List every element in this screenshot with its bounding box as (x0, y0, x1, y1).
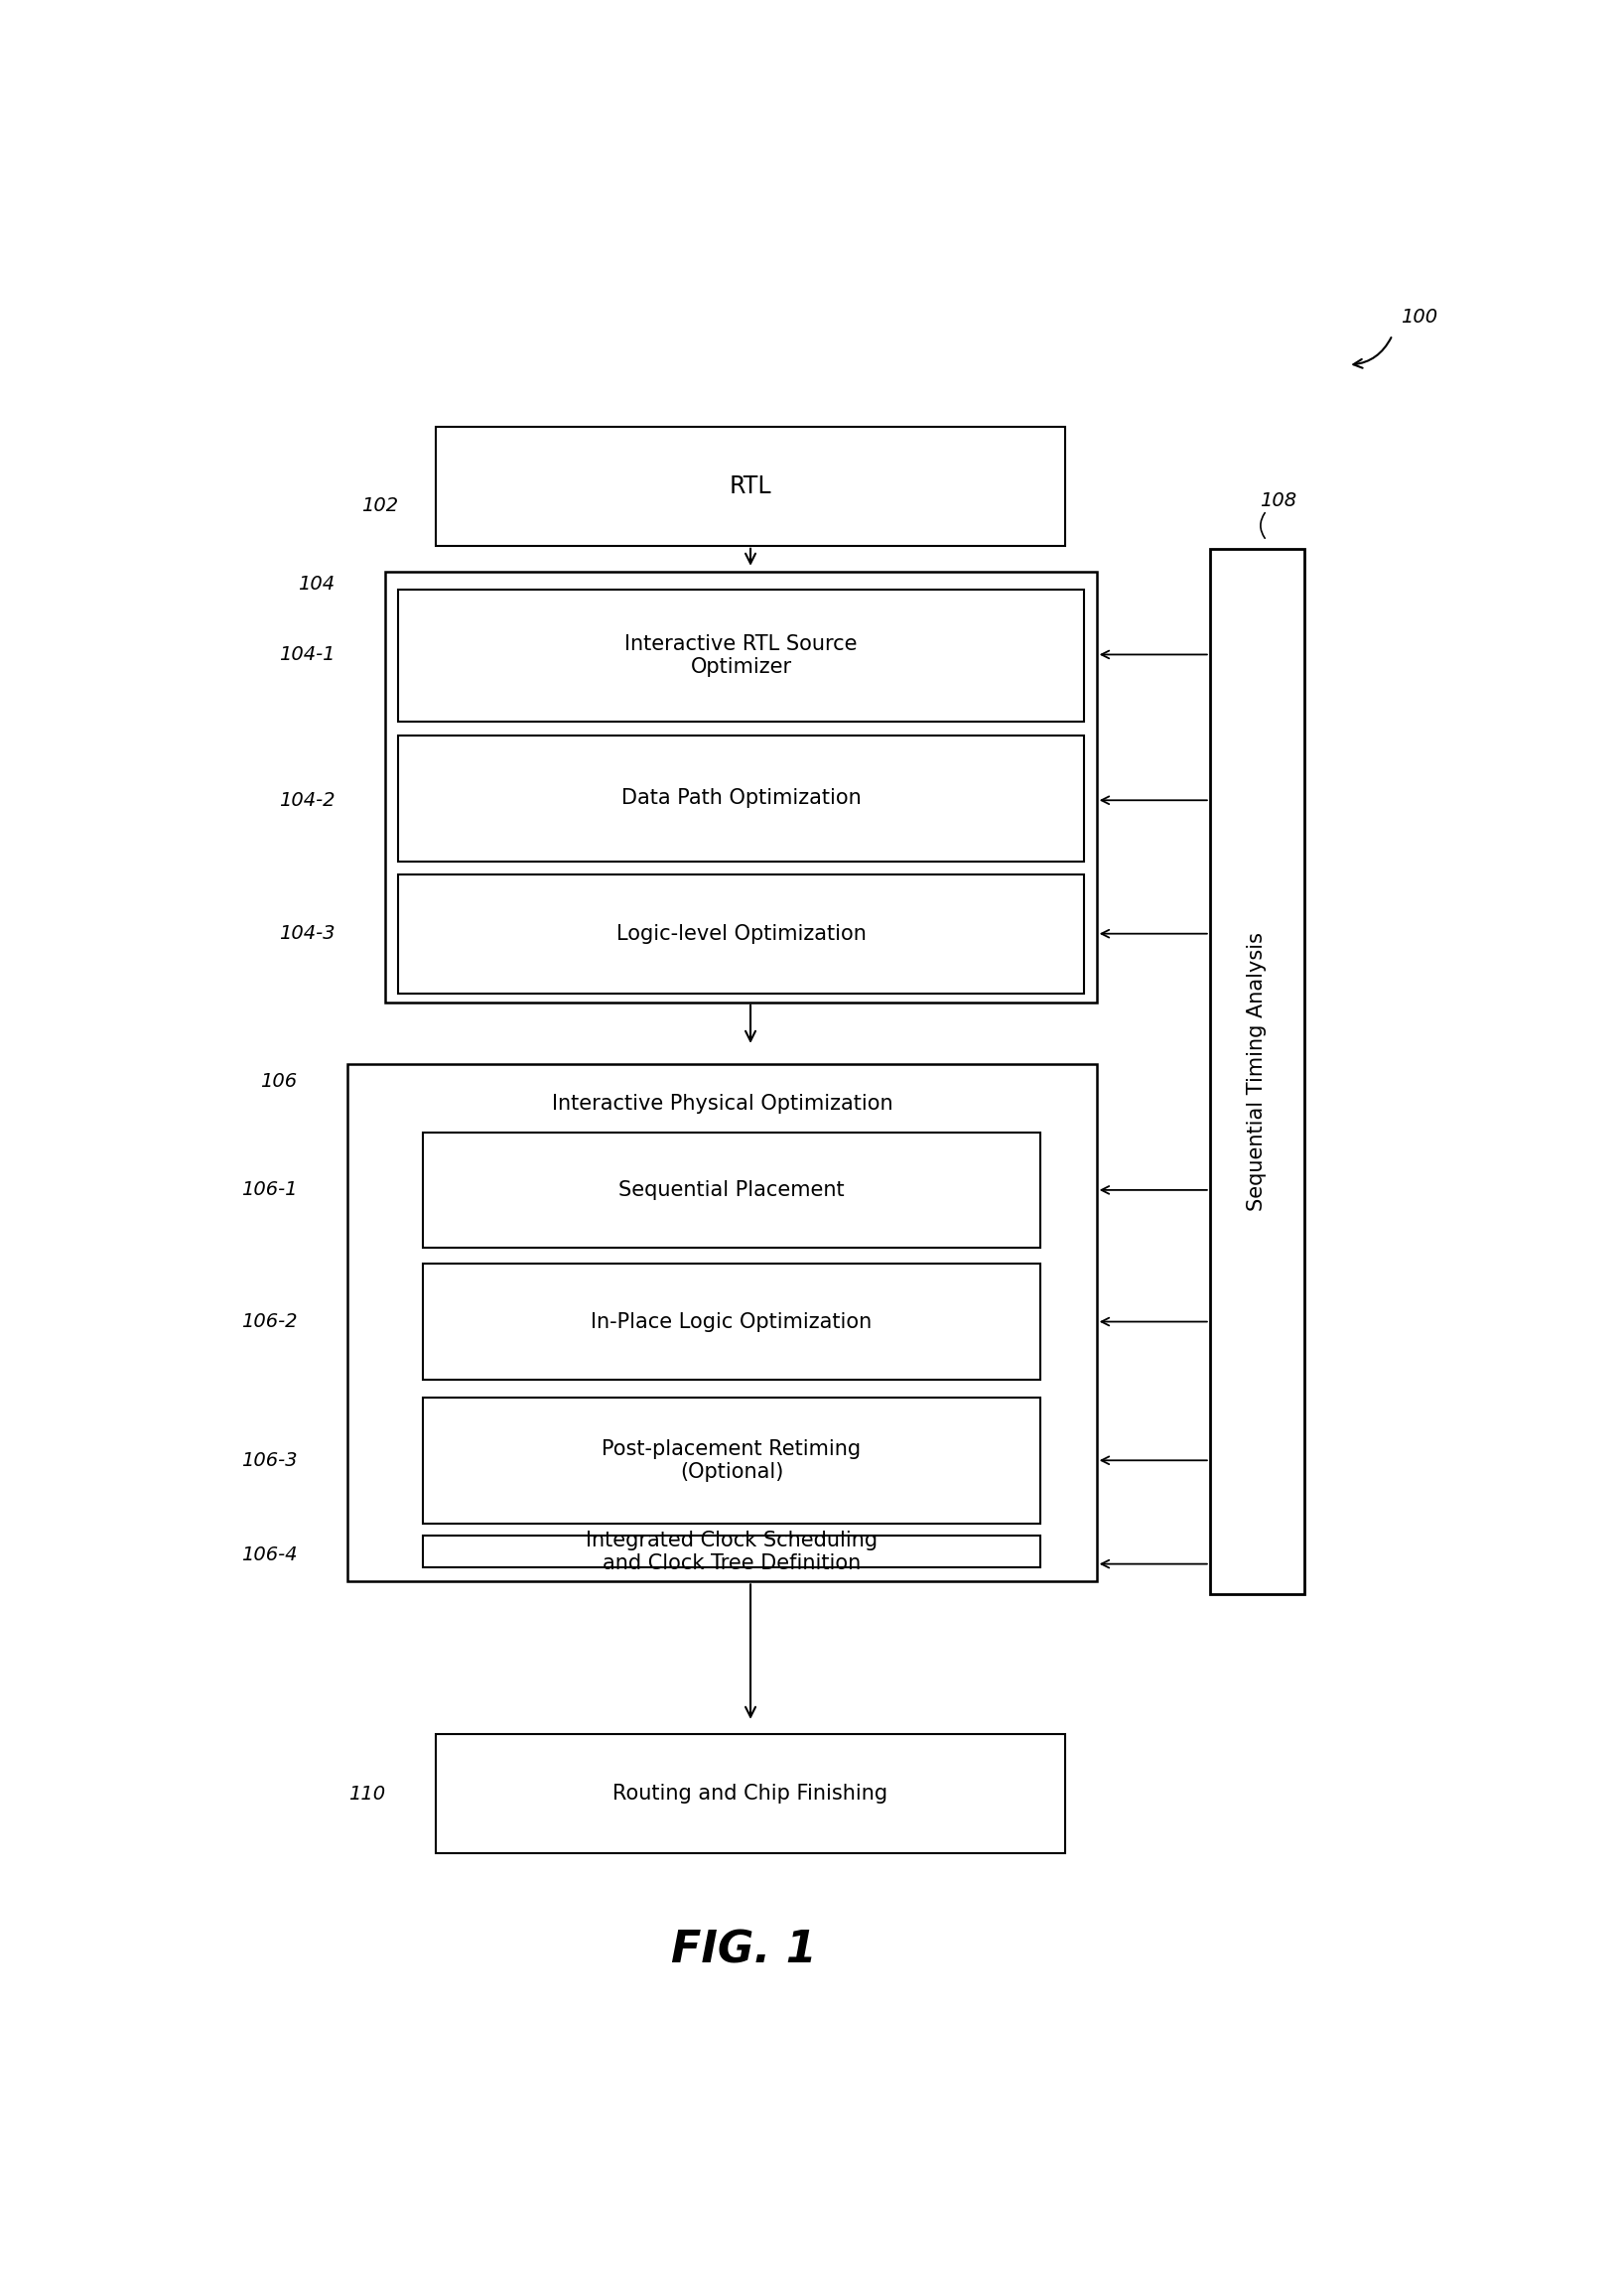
Text: Interactive RTL Source
Optimizer: Interactive RTL Source Optimizer (625, 634, 857, 677)
Bar (385, 572, 1096, 1003)
Text: 100: 100 (1402, 308, 1437, 326)
Text: Routing and Chip Finishing: Routing and Chip Finishing (612, 1783, 888, 1803)
Bar (348, 1062, 1096, 1582)
Bar (398, 736, 1085, 862)
Text: Logic-level Optimization: Logic-level Optimization (615, 923, 866, 944)
Bar (435, 1735, 1065, 1854)
Text: Integrated Clock Scheduling
and Clock Tree Definition: Integrated Clock Scheduling and Clock Tr… (586, 1530, 877, 1573)
Bar (424, 1398, 1039, 1523)
Text: Post-placement Retiming
(Optional): Post-placement Retiming (Optional) (603, 1439, 861, 1482)
Text: 102: 102 (361, 497, 398, 515)
Text: 106-3: 106-3 (242, 1450, 297, 1471)
Text: RTL: RTL (729, 474, 771, 497)
Bar (1210, 549, 1304, 1594)
Text: 104-1: 104-1 (279, 645, 335, 663)
Text: 104-3: 104-3 (279, 923, 335, 944)
Text: 108: 108 (1260, 492, 1298, 511)
Bar (435, 426, 1065, 545)
Text: FIG. 1: FIG. 1 (671, 1929, 817, 1972)
Text: Interactive Physical Optimization: Interactive Physical Optimization (552, 1094, 893, 1115)
Text: Sequential Timing Analysis: Sequential Timing Analysis (1247, 933, 1267, 1211)
Bar (424, 1133, 1039, 1247)
Bar (398, 591, 1085, 720)
Text: Data Path Optimization: Data Path Optimization (620, 789, 861, 809)
Text: 104: 104 (299, 575, 335, 593)
Text: 106: 106 (260, 1072, 297, 1090)
Text: 106-1: 106-1 (242, 1181, 297, 1199)
Bar (424, 1263, 1039, 1379)
Bar (398, 873, 1085, 994)
Text: 106-2: 106-2 (242, 1313, 297, 1332)
Text: Sequential Placement: Sequential Placement (619, 1181, 844, 1199)
Text: 104-2: 104-2 (279, 791, 335, 809)
Bar (424, 1537, 1039, 1566)
Text: In-Place Logic Optimization: In-Place Logic Optimization (591, 1311, 872, 1332)
Text: 110: 110 (349, 1785, 385, 1803)
Text: 106-4: 106-4 (242, 1546, 297, 1564)
